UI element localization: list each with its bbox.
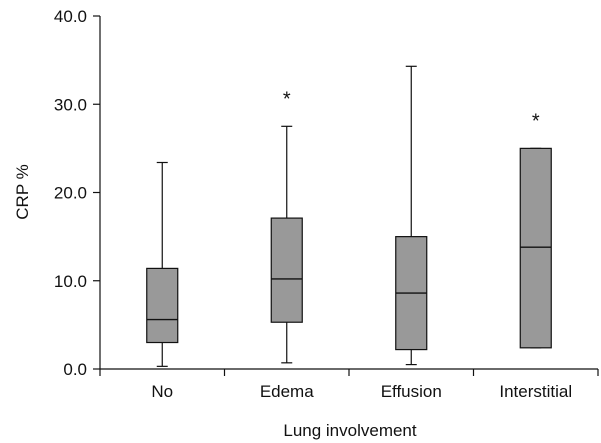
significance-marker: * xyxy=(532,110,540,132)
significance-marker: * xyxy=(283,88,291,110)
x-axis: No Edema Effusion Interstitial xyxy=(99,368,599,401)
y-axis-title: CRP % xyxy=(13,164,32,219)
y-tick-label: 10.0 xyxy=(54,272,87,291)
iqr-box xyxy=(519,147,552,349)
iqr-box xyxy=(270,217,303,323)
y-tick-label: 30.0 xyxy=(54,95,87,114)
x-tick-label: No xyxy=(151,382,173,401)
box-no xyxy=(146,161,179,367)
y-tick-label: 0.0 xyxy=(63,360,87,379)
y-axis: 0.0 10.0 20.0 30.0 40.0 xyxy=(54,7,101,379)
iqr-box xyxy=(146,267,179,344)
boxes-layer: ** xyxy=(146,65,552,367)
box-effusion xyxy=(395,65,428,366)
x-tick-label: Edema xyxy=(260,382,314,401)
box-interstitial: * xyxy=(519,110,552,349)
x-tick-label: Effusion xyxy=(381,382,442,401)
box-edema: * xyxy=(270,88,303,364)
x-tick-label: Interstitial xyxy=(499,382,572,401)
x-axis-title: Lung involvement xyxy=(283,421,417,440)
y-tick-label: 20.0 xyxy=(54,184,87,203)
y-tick-label: 40.0 xyxy=(54,7,87,26)
